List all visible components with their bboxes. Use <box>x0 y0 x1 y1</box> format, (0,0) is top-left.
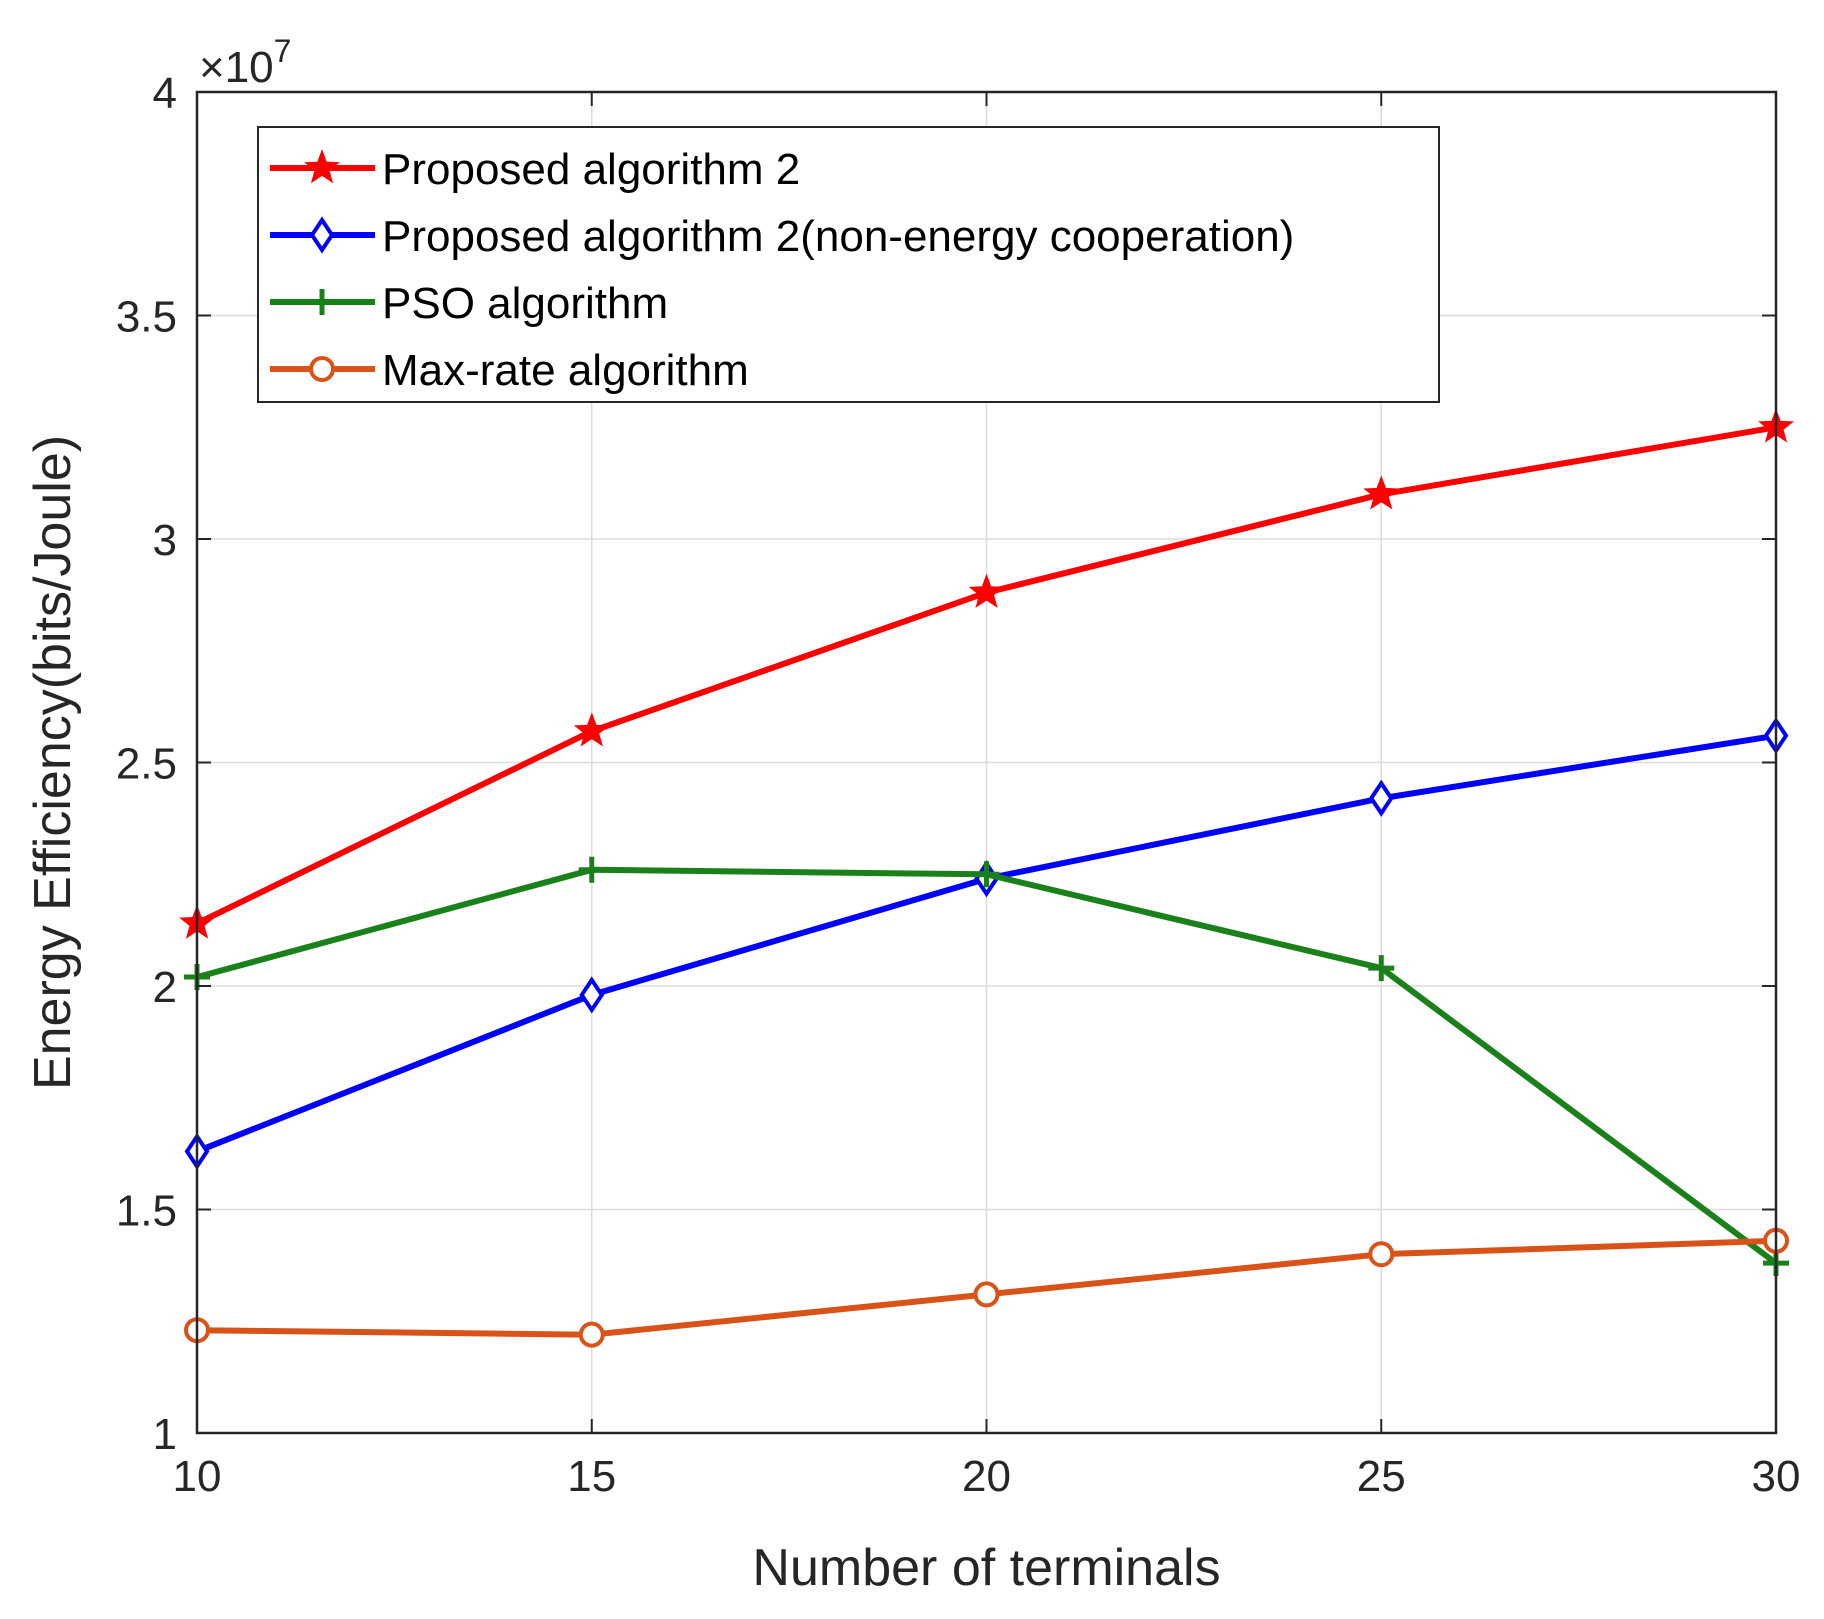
legend-entry: Proposed algorithm 2 <box>270 145 800 194</box>
data-point <box>973 861 1000 888</box>
data-point <box>973 1281 1000 1308</box>
legend-entry: PSO algorithm <box>270 279 668 328</box>
data-point <box>573 712 610 747</box>
y-axis-exponent: ×107 <box>199 33 291 92</box>
legend-marker <box>309 216 335 254</box>
legend-label: Proposed algorithm 2(non-energy cooperat… <box>382 212 1294 261</box>
data-point <box>1368 1241 1395 1268</box>
ticks: 10 15 20 25 30 1 1.5 2 2.5 3 3.5 4 <box>116 69 1801 1501</box>
legend: Proposed algorithm 2 Proposed algorithm 2… <box>257 126 1440 403</box>
data-point <box>578 856 605 883</box>
x-tick-label: 15 <box>567 1452 616 1501</box>
x-tick-label: 20 <box>962 1452 1011 1501</box>
legend-label: PSO algorithm <box>382 279 668 328</box>
legend-marker <box>304 149 340 184</box>
y-tick-label: 3.5 <box>116 293 177 342</box>
x-tick-label: 10 <box>173 1452 222 1501</box>
y-tick-label: 3 <box>153 516 177 565</box>
legend-box <box>257 126 1440 403</box>
y-axis-title: Energy Efficiency(bits/Joule) <box>24 435 82 1090</box>
legend-label: Proposed algorithm 2 <box>382 145 800 194</box>
y-tick-label: 2 <box>153 963 177 1012</box>
legend-label: Max-rate algorithm <box>382 346 749 395</box>
data-point <box>1363 475 1400 510</box>
legend-entry: Proposed algorithm 2(non-energy cooperat… <box>270 212 1294 261</box>
data-point <box>968 573 1005 608</box>
y-tick-label: 2.5 <box>116 740 177 789</box>
y-tick-label: 4 <box>153 69 177 118</box>
x-axis-title: Number of terminals <box>752 1539 1220 1597</box>
y-tick-label: 1 <box>153 1410 177 1459</box>
data-point <box>1368 955 1395 982</box>
x-tick-label: 25 <box>1357 1452 1406 1501</box>
data-point <box>1368 779 1394 817</box>
legend-entry: Max-rate algorithm <box>270 346 749 395</box>
data-point <box>578 1321 605 1348</box>
y-tick-label: 1.5 <box>116 1187 177 1236</box>
legend-marker <box>309 356 335 382</box>
legend-marker <box>309 289 335 315</box>
data-point <box>579 976 605 1014</box>
x-tick-label: 30 <box>1752 1452 1801 1501</box>
